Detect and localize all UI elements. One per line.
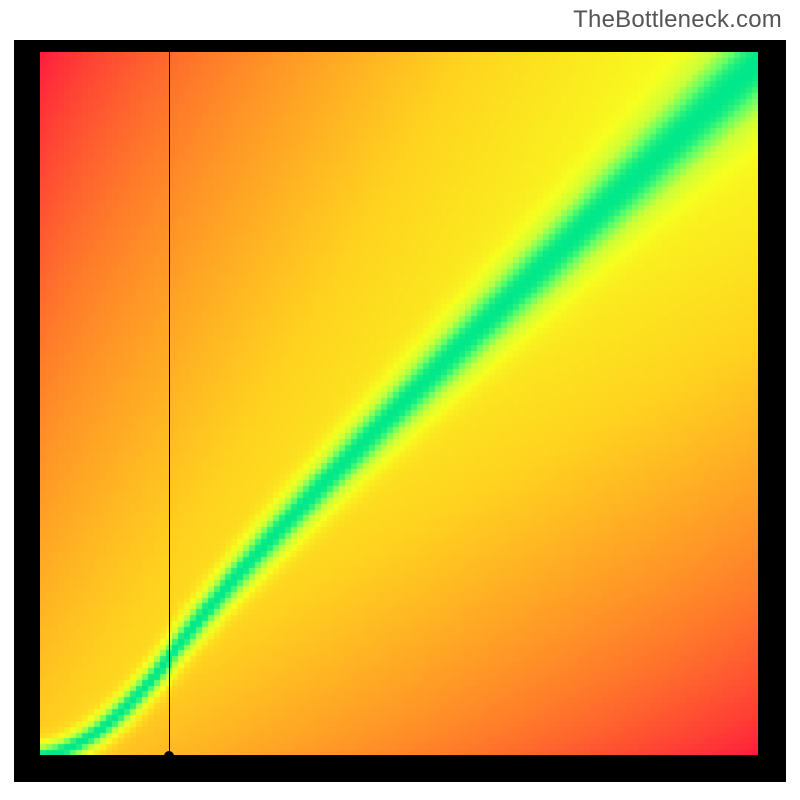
x-axis-baseline [40, 755, 758, 756]
x-axis-marker-dot [164, 751, 174, 761]
bottleneck-heatmap [40, 52, 758, 756]
watermark-text: TheBottleneck.com [573, 6, 782, 34]
x-marker-vertical-line [169, 52, 170, 756]
